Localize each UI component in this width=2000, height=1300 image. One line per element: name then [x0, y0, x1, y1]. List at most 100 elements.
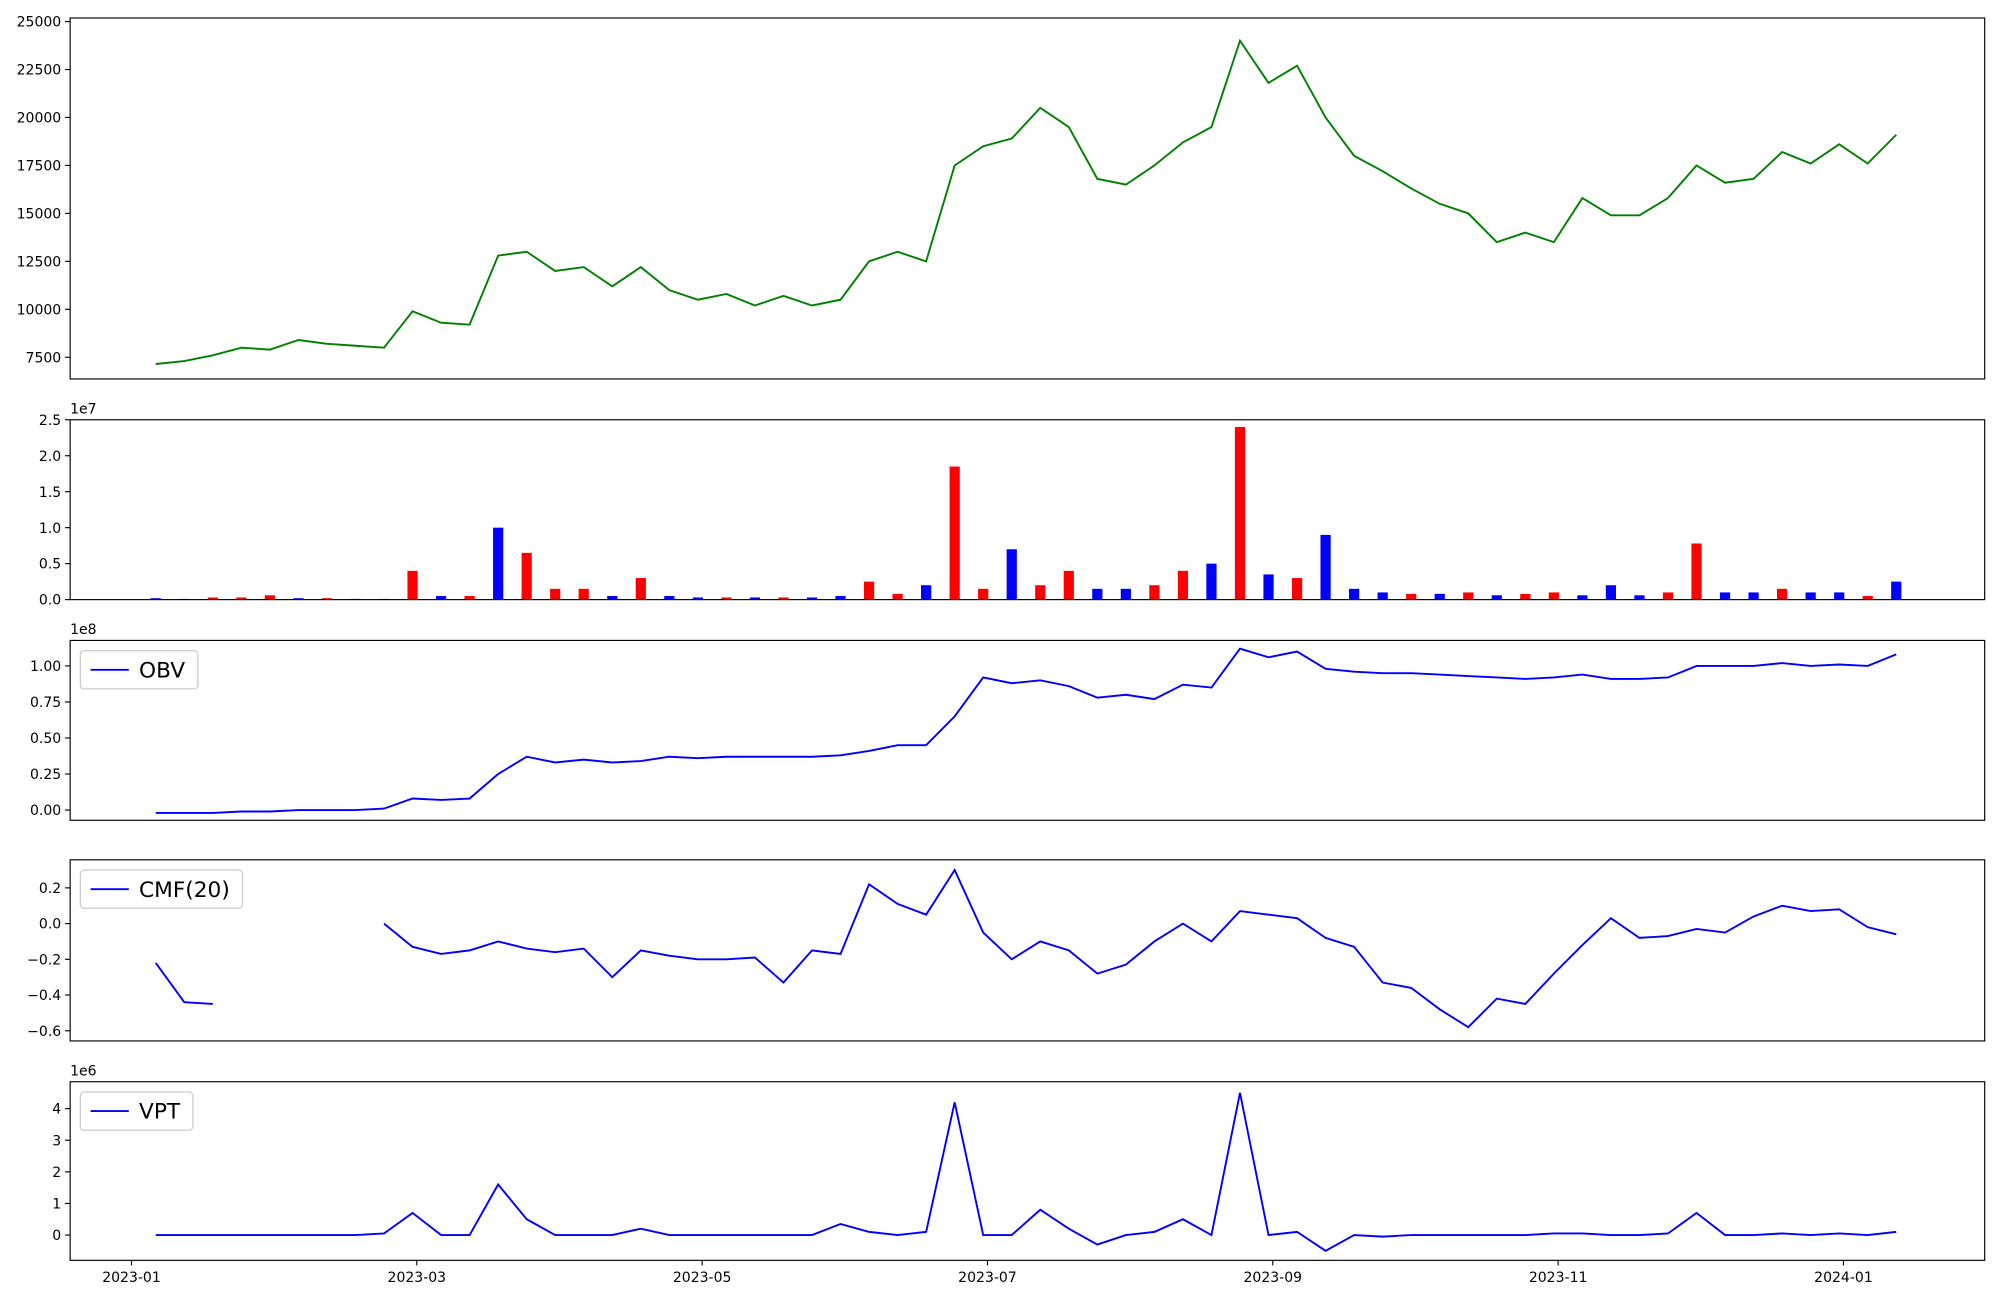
y-tick-label: 3 — [52, 1133, 61, 1149]
y-tick-label: 10000 — [17, 302, 62, 318]
y-tick-label: 1.00 — [30, 659, 61, 675]
volume-bar — [1634, 595, 1645, 600]
series-line — [155, 647, 1897, 814]
x-tick-label: 2023-01 — [102, 1270, 161, 1286]
y-tick-label: 20000 — [17, 111, 62, 127]
volume-bar — [1035, 585, 1046, 600]
volume-bar — [863, 581, 875, 600]
y-tick-label: 2.5 — [39, 413, 61, 429]
volume-bar — [1234, 426, 1246, 600]
y-tick-label: −0.2 — [27, 952, 61, 968]
volume-bar — [521, 552, 532, 600]
y-tick-label: 0.25 — [30, 767, 61, 783]
volume-bar — [721, 597, 732, 600]
y-tick-label: 0.0 — [39, 593, 61, 609]
volume-bar — [1463, 592, 1474, 600]
volume-bar — [949, 466, 960, 600]
y-tick-label: 17500 — [17, 159, 62, 175]
y-tick-label: 4 — [52, 1102, 61, 1118]
volume-bar — [1662, 592, 1674, 600]
y-tick-label: 2 — [52, 1165, 61, 1181]
y-tick-label: 0.0 — [39, 917, 61, 933]
y-tick-label: −0.6 — [27, 1024, 61, 1040]
volume-bar — [407, 570, 418, 600]
axes-frame — [69, 419, 1986, 601]
volume-bar — [778, 597, 789, 600]
volume-bar — [1377, 592, 1388, 600]
y-tick-label: 22500 — [17, 63, 62, 79]
volume-bar — [1777, 588, 1788, 600]
volume-bar — [321, 598, 333, 600]
y-tick-label: 0.5 — [39, 557, 61, 573]
axis-offset-label: 1e6 — [70, 1063, 97, 1079]
volume-bar — [921, 585, 932, 600]
volume-bar — [264, 595, 275, 600]
volume-bar — [635, 578, 646, 600]
series-line — [155, 38, 1897, 365]
volume-bar — [550, 588, 561, 600]
volume-bar — [892, 593, 903, 600]
axis-offset-label: 1e7 — [70, 401, 96, 417]
volume-bar — [293, 598, 304, 600]
volume-bar — [435, 596, 447, 600]
volume-bar — [1548, 592, 1559, 600]
y-tick-label: −0.4 — [27, 988, 61, 1004]
volume-bar — [1748, 592, 1759, 600]
volume-bar — [1605, 585, 1617, 600]
x-tick-label: 2023-07 — [958, 1270, 1017, 1286]
legend-box — [79, 869, 244, 909]
volume-bar — [1263, 574, 1274, 600]
volume-bar — [978, 588, 989, 600]
y-tick-label: 15000 — [17, 206, 62, 222]
volume-bar — [207, 597, 218, 600]
volume-bar — [806, 597, 818, 600]
volume-bar — [1577, 595, 1588, 600]
x-tick-label: 2023-09 — [1244, 1270, 1303, 1286]
series-line — [155, 1092, 1897, 1252]
legend-box — [79, 650, 199, 690]
x-tick-label: 2023-03 — [388, 1270, 447, 1286]
volume-bar — [1891, 581, 1902, 600]
y-tick-label: 12500 — [17, 254, 62, 270]
axes-frame — [69, 859, 1986, 1042]
volume-bar — [1092, 588, 1103, 600]
series-line — [154, 868, 1897, 1029]
volume-bar — [607, 596, 618, 600]
volume-bar — [1349, 588, 1360, 600]
volume-bar — [835, 596, 846, 600]
y-tick-label: 0 — [52, 1228, 61, 1244]
volume-bar — [1291, 578, 1303, 600]
volume-bar — [1006, 549, 1017, 600]
volume-bar — [1719, 592, 1731, 600]
volume-bar — [150, 598, 161, 600]
y-tick-label: 0.2 — [39, 881, 61, 897]
volume-bar — [1063, 570, 1074, 600]
y-tick-label: 7500 — [26, 350, 62, 366]
volume-bar — [1177, 570, 1189, 600]
volume-bar — [1805, 592, 1816, 600]
y-tick-label: 25000 — [17, 15, 62, 31]
y-tick-label: 1.0 — [39, 521, 61, 537]
x-tick-label: 2023-05 — [673, 1270, 732, 1286]
volume-bar — [692, 597, 703, 600]
y-tick-label: 1 — [52, 1197, 61, 1213]
legend-label: OBV — [139, 658, 185, 683]
y-tick-label: 0.50 — [30, 731, 61, 747]
volume-bar — [1691, 543, 1702, 600]
volume-bar — [1320, 534, 1331, 600]
volume-bar — [1434, 593, 1445, 600]
y-tick-label: 2.0 — [39, 449, 61, 465]
volume-bar — [664, 596, 675, 600]
volume-bar — [1120, 588, 1131, 600]
axes-frame — [69, 17, 1986, 380]
volume-bar — [1491, 595, 1502, 600]
axes-frame — [69, 639, 1986, 821]
y-tick-label: 0.00 — [30, 803, 61, 819]
x-tick-label: 2024-01 — [1814, 1270, 1873, 1286]
axis-offset-label: 1e8 — [70, 622, 96, 638]
volume-bar — [1149, 585, 1160, 600]
volume-bar — [1406, 593, 1417, 600]
volume-bar — [578, 588, 589, 600]
volume-bar — [1520, 593, 1531, 600]
